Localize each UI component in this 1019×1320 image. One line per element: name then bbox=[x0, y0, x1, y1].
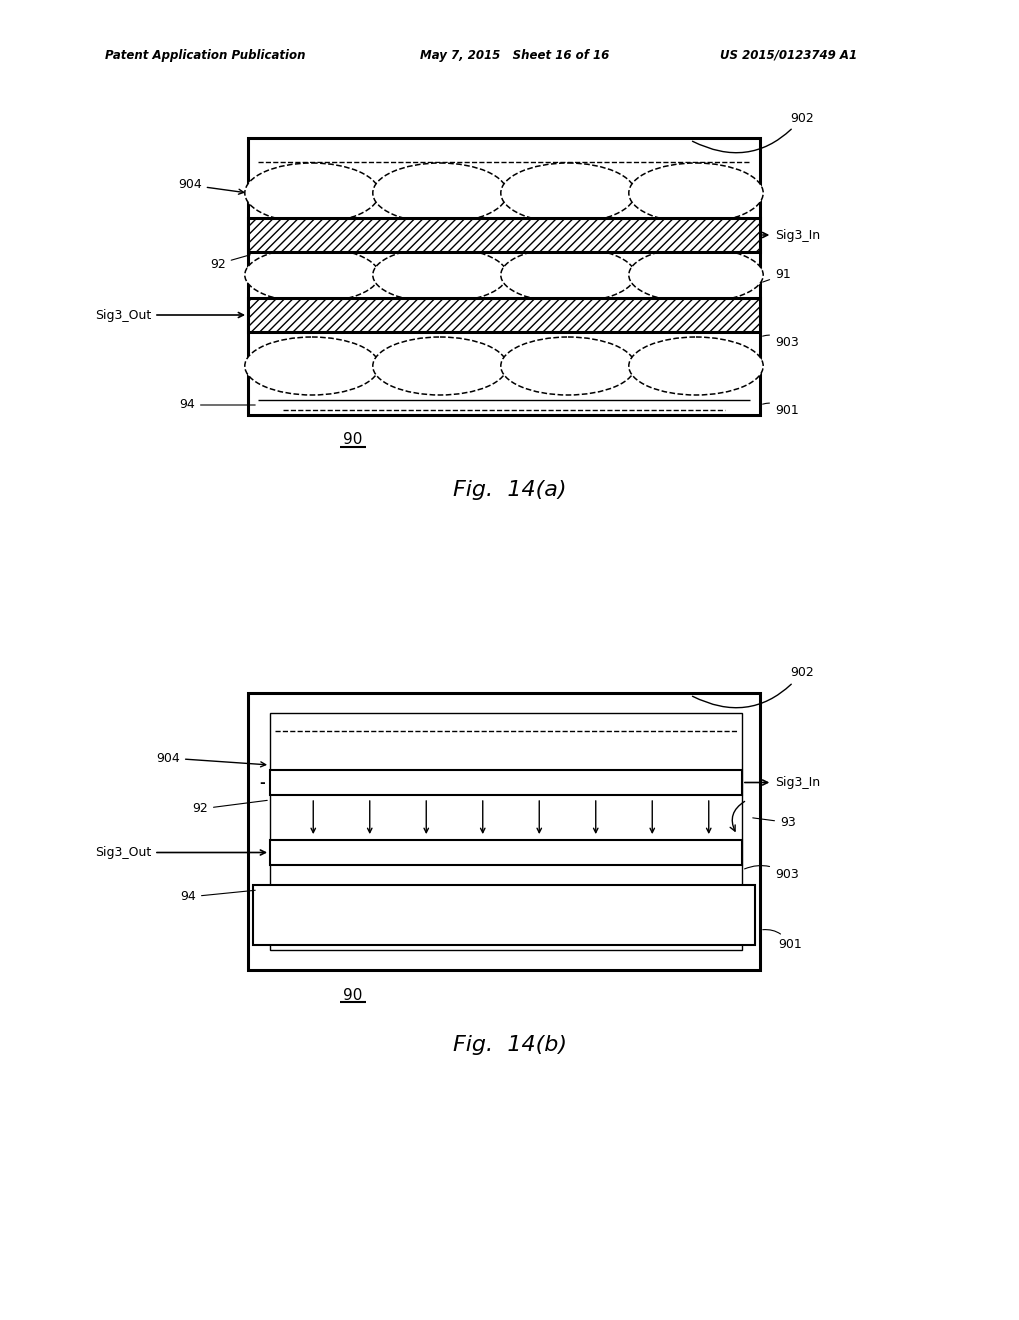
Text: -: - bbox=[705, 846, 711, 859]
Text: -: - bbox=[367, 846, 372, 859]
Text: -: - bbox=[649, 846, 654, 859]
Bar bbox=[270, 713, 741, 950]
Text: -: - bbox=[592, 846, 598, 859]
Text: 903: 903 bbox=[744, 866, 798, 882]
Text: 902: 902 bbox=[692, 667, 813, 708]
Text: 92: 92 bbox=[192, 800, 267, 816]
Text: Fig.  14(a): Fig. 14(a) bbox=[452, 480, 567, 500]
Text: Sig3_Out: Sig3_Out bbox=[95, 309, 244, 322]
Ellipse shape bbox=[245, 248, 379, 302]
Bar bbox=[270, 840, 741, 865]
Text: +: + bbox=[478, 777, 487, 788]
Text: +: + bbox=[421, 777, 430, 788]
Text: -: - bbox=[423, 846, 429, 859]
Text: 902: 902 bbox=[692, 111, 813, 153]
Ellipse shape bbox=[372, 337, 506, 395]
Ellipse shape bbox=[628, 248, 762, 302]
Text: 93: 93 bbox=[752, 816, 795, 829]
Text: -: - bbox=[310, 846, 316, 859]
Text: 901: 901 bbox=[762, 929, 801, 952]
Text: +: + bbox=[365, 777, 374, 788]
Ellipse shape bbox=[500, 248, 635, 302]
Bar bbox=[253, 884, 754, 945]
Text: 904: 904 bbox=[156, 751, 265, 767]
Ellipse shape bbox=[372, 162, 506, 223]
Ellipse shape bbox=[372, 248, 506, 302]
Text: -: - bbox=[479, 846, 485, 859]
Text: 90: 90 bbox=[343, 987, 363, 1002]
Text: May 7, 2015   Sheet 16 of 16: May 7, 2015 Sheet 16 of 16 bbox=[420, 49, 608, 62]
Ellipse shape bbox=[628, 337, 762, 395]
Bar bbox=[248, 139, 759, 414]
Ellipse shape bbox=[500, 337, 635, 395]
Text: 92: 92 bbox=[210, 255, 250, 271]
Text: +: + bbox=[534, 777, 543, 788]
Bar bbox=[248, 218, 759, 252]
Ellipse shape bbox=[245, 337, 379, 395]
Ellipse shape bbox=[245, 162, 379, 223]
Text: 90: 90 bbox=[343, 433, 363, 447]
Text: +: + bbox=[703, 777, 712, 788]
Bar bbox=[248, 693, 759, 970]
Text: Sig3_Out: Sig3_Out bbox=[95, 846, 265, 859]
Text: 904: 904 bbox=[178, 178, 244, 194]
Text: -: - bbox=[536, 846, 541, 859]
Text: Sig3_In: Sig3_In bbox=[744, 776, 819, 789]
Text: Fig.  14(b): Fig. 14(b) bbox=[452, 1035, 567, 1055]
Bar bbox=[248, 298, 759, 333]
Ellipse shape bbox=[500, 162, 635, 223]
Text: +: + bbox=[309, 777, 318, 788]
Text: +: + bbox=[647, 777, 656, 788]
Text: Patent Application Publication: Patent Application Publication bbox=[105, 49, 306, 62]
Text: 94: 94 bbox=[179, 399, 255, 412]
Text: 901: 901 bbox=[762, 403, 798, 417]
Text: 94: 94 bbox=[180, 890, 255, 903]
Text: -: - bbox=[259, 776, 265, 789]
Ellipse shape bbox=[628, 162, 762, 223]
Text: 91: 91 bbox=[762, 268, 790, 282]
Text: Sig3_In: Sig3_In bbox=[762, 228, 819, 242]
Text: 903: 903 bbox=[762, 335, 798, 348]
Bar bbox=[270, 770, 741, 795]
Text: +: + bbox=[591, 777, 600, 788]
Text: US 2015/0123749 A1: US 2015/0123749 A1 bbox=[719, 49, 856, 62]
